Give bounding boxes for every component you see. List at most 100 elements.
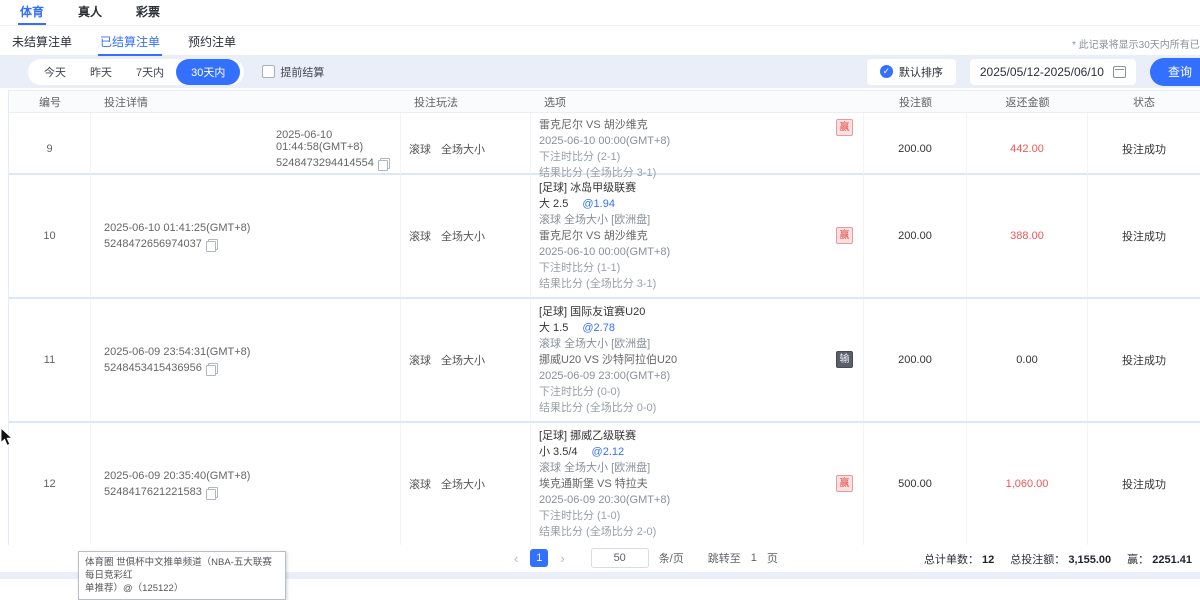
page-size-input[interactable]: 50 — [590, 548, 649, 568]
search-button[interactable]: 查询 — [1149, 57, 1200, 86]
play-market: 全场大小 — [441, 231, 485, 243]
payout-amount: 442.00 — [967, 113, 1088, 185]
tab-reserved-bets[interactable]: 预约注单 — [188, 34, 237, 49]
tab-unsettled-bets[interactable]: 未结算注单 — [12, 34, 73, 49]
default-sort-label: 默认排序 — [898, 66, 943, 79]
default-sort-select[interactable]: ✓ 默认排序 — [866, 58, 956, 85]
play-type: 滚球 — [409, 479, 431, 491]
total-win-label: 赢： — [1127, 554, 1150, 566]
ticket-id: 5248473294414554 — [276, 157, 374, 169]
tab-settled-bets[interactable]: 已结算注单 — [98, 26, 163, 56]
bet-time: 2025-06-10 01:44:58(GMT+8) — [276, 129, 364, 153]
mouse-cursor-icon — [0, 427, 13, 447]
lose-badge: 输 — [836, 351, 853, 368]
bet-option-cell: [足球] 国际友谊赛U20 大 1.5 @2.78 滚球 全场大小 [欧洲盘] … — [531, 299, 864, 421]
copy-icon[interactable] — [377, 157, 390, 171]
bet-amount: 200.00 — [864, 299, 967, 421]
win-badge: 赢 — [836, 119, 853, 136]
win-badge: 赢 — [836, 475, 853, 492]
match-time: 2025-06-09 20:30(GMT+8) — [539, 494, 671, 506]
check-circle-icon: ✓ — [879, 65, 893, 78]
channel-tooltip: 体育圈 世俱杯中文推单频道（NBA-五大联赛每日竞彩红 单推荐）@（125122… — [78, 551, 286, 600]
next-page-button[interactable]: › — [560, 550, 565, 566]
bet-option-cell: [足球] 冰岛甲级联赛 大 2.5 @1.94 滚球 全场大小 [欧洲盘] 雷克… — [531, 175, 864, 297]
play-market: 全场大小 — [441, 144, 485, 156]
early-settle-checkbox[interactable] — [262, 65, 276, 78]
table-row: 9 2025-06-10 01:44:58(GMT+8) 52484732944… — [9, 113, 1200, 185]
result-score: 结果比分 (全场比分 2-0) — [539, 526, 657, 538]
odds-value[interactable]: @2.12 — [591, 446, 625, 458]
bet-number: 12 — [9, 423, 91, 545]
table-header-row: 编号 投注详情 投注玩法 选项 投注额 返还金额 状态 — [9, 90, 1200, 113]
header-play: 投注玩法 — [414, 96, 458, 109]
jump-page-input[interactable]: 1 — [750, 552, 757, 564]
match-teams: 埃克通斯堡 VS 特拉夫 — [539, 478, 648, 490]
market-name: 滚球 全场大小 [欧洲盘] — [539, 462, 651, 474]
bet-score: 下注时比分 (0-0) — [539, 386, 621, 398]
play-market: 全场大小 — [441, 355, 485, 367]
bet-option-cell: 雷克尼尔 VS 胡沙维克 2025-06-10 00:00(GMT+8) 下注时… — [531, 113, 864, 185]
match-time: 2025-06-10 00:00(GMT+8) — [539, 246, 671, 258]
league-name: [足球] 挪威乙级联赛 — [539, 430, 637, 442]
date-range-value: 2025/05/12-2025/06/10 — [979, 64, 1104, 79]
header-option: 选项 — [544, 96, 566, 109]
odds-value[interactable]: @2.78 — [582, 322, 615, 334]
page-unit-label: 页 — [766, 553, 778, 565]
date-range-picker[interactable]: 2025/05/12-2025/06/10 — [969, 58, 1136, 85]
prev-page-button[interactable]: ‹ — [514, 550, 519, 566]
match-time: 2025-06-10 00:00(GMT+8) — [539, 135, 671, 147]
table-row: 10 2025-06-10 01:41:25(GMT+8) 5248472656… — [9, 175, 1200, 299]
record-range-note: * 此记录将显示30天内所有已派彩的投 — [1072, 40, 1200, 51]
range-today-button[interactable]: 今天 — [44, 66, 66, 79]
bet-status: 投注成功 — [1122, 144, 1166, 156]
bet-play-cell: 滚球 全场大小 — [401, 113, 531, 185]
header-payout: 返还金额 — [1005, 96, 1050, 109]
bet-record-subnav: 未结算注单 已结算注单 预约注单 * 此记录将显示30天内所有已派彩的投 — [0, 26, 1200, 56]
tooltip-line2: 单推荐）@（125122） — [85, 583, 184, 594]
bet-detail-cell: 2025-06-10 01:44:58(GMT+8) 5248473294414… — [91, 113, 401, 185]
bet-status: 投注成功 — [1122, 479, 1166, 491]
early-settle-toggle[interactable]: 提前结算 — [262, 64, 324, 80]
range-yesterday-button[interactable]: 昨天 — [90, 66, 112, 79]
filter-bar: 今天 昨天 7天内 30天内 提前结算 ✓ 默认排序 2025/05/12-20… — [0, 55, 1200, 88]
result-score: 结果比分 (全场比分 3-1) — [539, 167, 657, 179]
bet-number: 11 — [9, 299, 91, 421]
bet-number: 10 — [9, 175, 91, 297]
early-settle-label: 提前结算 — [280, 66, 325, 79]
range-30days-button[interactable]: 30天内 — [176, 58, 241, 85]
result-score: 结果比分 (全场比分 3-1) — [539, 278, 657, 290]
bet-number: 9 — [9, 113, 91, 185]
match-teams: 挪威U20 VS 沙特阿拉伯U20 — [539, 354, 678, 366]
current-page-button[interactable]: 1 — [530, 549, 549, 567]
tab-sports[interactable]: 体育 — [18, 0, 47, 25]
jump-label: 跳转至 — [707, 553, 741, 565]
market-name: 滚球 全场大小 [欧洲盘] — [539, 214, 651, 226]
copy-icon[interactable] — [205, 362, 218, 376]
play-market: 全场大小 — [441, 479, 485, 491]
totals-summary: 总计单数： 12 总投注额： 3,155.00 赢： 2251.41 — [924, 551, 1192, 567]
tab-lottery[interactable]: 彩票 — [136, 5, 161, 19]
bet-status: 投注成功 — [1122, 355, 1166, 367]
total-stake-label: 总投注额： — [1010, 554, 1066, 566]
copy-icon[interactable] — [205, 238, 218, 252]
copy-icon[interactable] — [205, 486, 218, 500]
table-row: 11 2025-06-09 23:54:31(GMT+8) 5248453415… — [9, 299, 1200, 423]
bet-status: 投注成功 — [1122, 231, 1166, 243]
bet-time: 2025-06-09 20:35:40(GMT+8) — [104, 470, 251, 482]
header-detail: 投注详情 — [104, 96, 148, 109]
bet-play-cell: 滚球 全场大小 — [401, 299, 531, 421]
per-page-label: 条/页 — [658, 553, 684, 565]
bet-time: 2025-06-10 01:41:25(GMT+8) — [104, 222, 251, 234]
range-7days-button[interactable]: 7天内 — [136, 66, 165, 79]
bet-detail-cell: 2025-06-09 23:54:31(GMT+8) 5248453415436… — [91, 299, 401, 421]
bet-detail-cell: 2025-06-09 20:35:40(GMT+8) 5248417621221… — [91, 423, 401, 545]
payout-amount: 388.00 — [967, 175, 1088, 297]
calendar-icon — [1112, 65, 1126, 78]
result-score: 结果比分 (全场比分 0-0) — [539, 402, 657, 414]
bet-amount: 200.00 — [864, 113, 967, 185]
bet-detail-cell: 2025-06-10 01:41:25(GMT+8) 5248472656974… — [91, 175, 401, 297]
bottom-strip — [0, 572, 1200, 579]
tab-live[interactable]: 真人 — [78, 5, 103, 19]
payout-amount: 1,060.00 — [967, 423, 1088, 545]
odds-value[interactable]: @1.94 — [582, 198, 615, 210]
